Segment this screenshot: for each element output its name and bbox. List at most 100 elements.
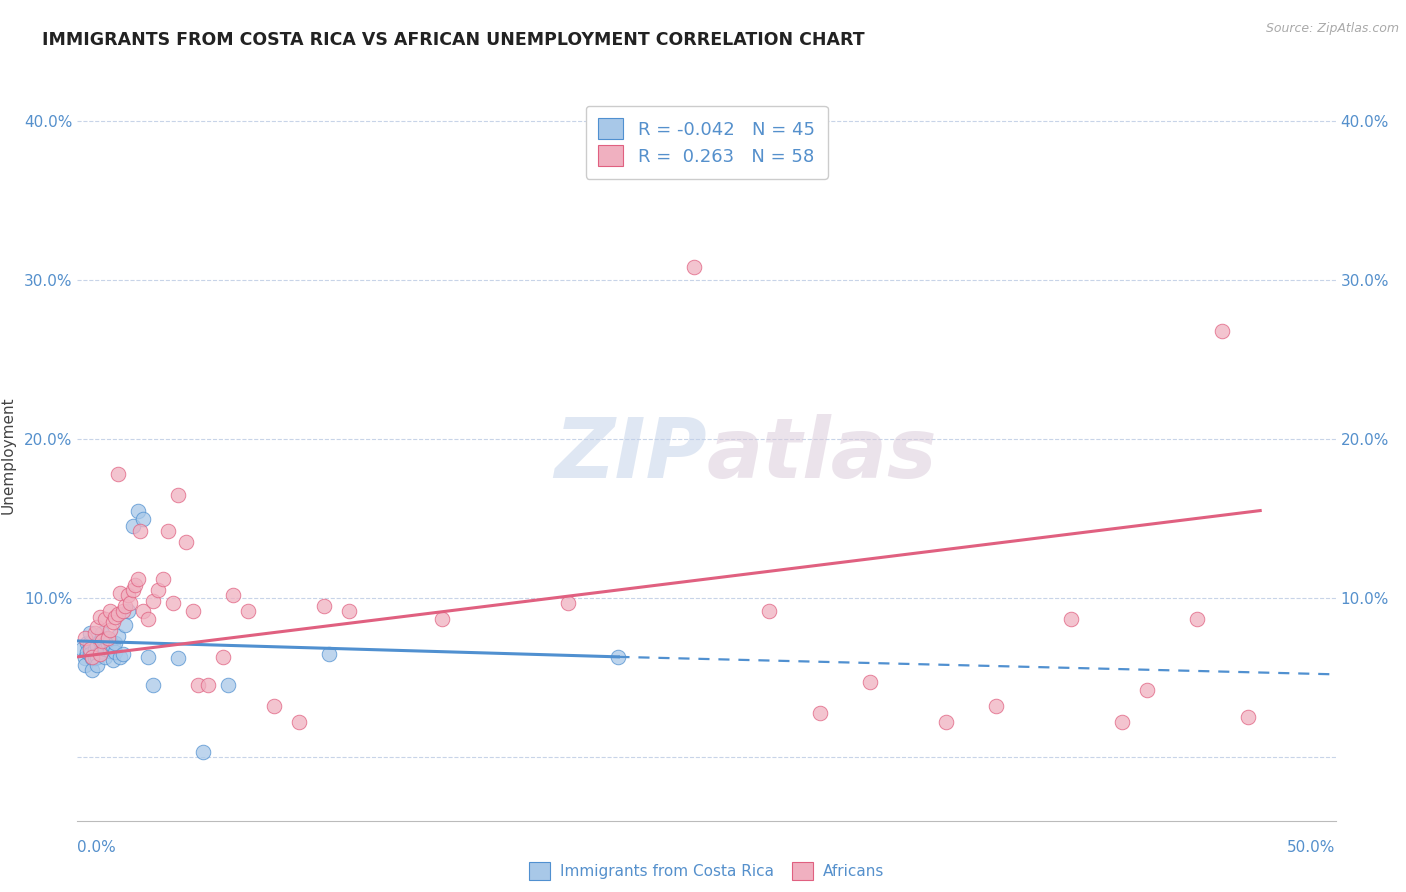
Point: [167, 651, 190, 665]
Point: [104, 635, 127, 649]
Point: [107, 629, 129, 643]
Point: [222, 588, 245, 602]
Point: [121, 519, 143, 533]
Point: [1136, 683, 1159, 698]
Point: [238, 604, 260, 618]
Point: [101, 653, 124, 667]
Point: [104, 645, 127, 659]
Point: [120, 596, 142, 610]
Point: [96, 637, 118, 651]
Point: [117, 588, 139, 602]
Point: [167, 488, 190, 502]
Point: [79, 635, 101, 649]
Point: [318, 647, 340, 661]
Point: [89, 645, 111, 659]
Point: [91, 631, 114, 645]
Point: [557, 596, 579, 610]
Point: [91, 634, 114, 648]
Legend: Immigrants from Costa Rica, Africans: Immigrants from Costa Rica, Africans: [523, 856, 890, 886]
Point: [114, 599, 136, 613]
Point: [79, 626, 101, 640]
Point: [432, 612, 454, 626]
Point: [104, 610, 127, 624]
Point: [136, 649, 159, 664]
Point: [127, 503, 149, 517]
Point: [96, 632, 118, 647]
Point: [127, 572, 149, 586]
Point: [86, 620, 108, 634]
Point: [132, 604, 155, 618]
Point: [79, 641, 101, 656]
Point: [121, 583, 143, 598]
Point: [98, 643, 121, 657]
Point: [91, 626, 114, 640]
Point: [108, 586, 131, 600]
Point: [174, 535, 197, 549]
Text: 0.0%: 0.0%: [77, 839, 117, 855]
Point: [96, 631, 118, 645]
Point: [108, 649, 131, 664]
Point: [84, 641, 107, 656]
Point: [91, 643, 114, 657]
Point: [84, 651, 107, 665]
Point: [808, 706, 831, 720]
Point: [758, 604, 780, 618]
Point: [89, 647, 111, 661]
Point: [191, 745, 215, 759]
Point: [337, 604, 360, 618]
Point: [89, 610, 111, 624]
Point: [162, 596, 184, 610]
Point: [107, 467, 129, 481]
Point: [73, 631, 96, 645]
Point: [152, 572, 174, 586]
Point: [86, 649, 108, 664]
Point: [312, 599, 335, 613]
Text: IMMIGRANTS FROM COSTA RICA VS AFRICAN UNEMPLOYMENT CORRELATION CHART: IMMIGRANTS FROM COSTA RICA VS AFRICAN UN…: [42, 31, 865, 49]
Point: [212, 649, 235, 664]
Point: [72, 641, 94, 656]
Y-axis label: Unemployment: Unemployment: [0, 396, 15, 514]
Point: [1060, 612, 1083, 626]
Point: [142, 678, 165, 692]
Point: [94, 612, 117, 626]
Point: [187, 678, 209, 692]
Point: [142, 594, 165, 608]
Point: [98, 634, 121, 648]
Point: [263, 699, 285, 714]
Text: atlas: atlas: [707, 415, 938, 495]
Point: [1236, 710, 1258, 724]
Point: [98, 623, 121, 637]
Point: [98, 604, 121, 618]
Point: [1211, 324, 1233, 338]
Point: [1187, 612, 1209, 626]
Point: [84, 626, 107, 640]
Point: [132, 511, 155, 525]
Point: [1111, 714, 1133, 729]
Point: [111, 647, 134, 661]
Point: [73, 651, 96, 665]
Point: [288, 714, 311, 729]
Point: [82, 651, 104, 665]
Point: [76, 635, 98, 649]
Point: [136, 612, 159, 626]
Point: [984, 699, 1007, 714]
Point: [156, 524, 179, 539]
Point: [82, 649, 104, 664]
Point: [94, 641, 117, 656]
Text: 50.0%: 50.0%: [1288, 839, 1336, 855]
Point: [114, 618, 136, 632]
Point: [124, 578, 146, 592]
Point: [217, 678, 239, 692]
Point: [76, 645, 98, 659]
Text: ZIP: ZIP: [554, 415, 707, 495]
Point: [859, 675, 882, 690]
Point: [129, 524, 152, 539]
Point: [683, 260, 706, 275]
Text: Source: ZipAtlas.com: Source: ZipAtlas.com: [1265, 22, 1399, 36]
Point: [935, 714, 957, 729]
Point: [111, 604, 134, 618]
Point: [146, 583, 169, 598]
Point: [79, 647, 101, 661]
Point: [117, 604, 139, 618]
Point: [197, 678, 219, 692]
